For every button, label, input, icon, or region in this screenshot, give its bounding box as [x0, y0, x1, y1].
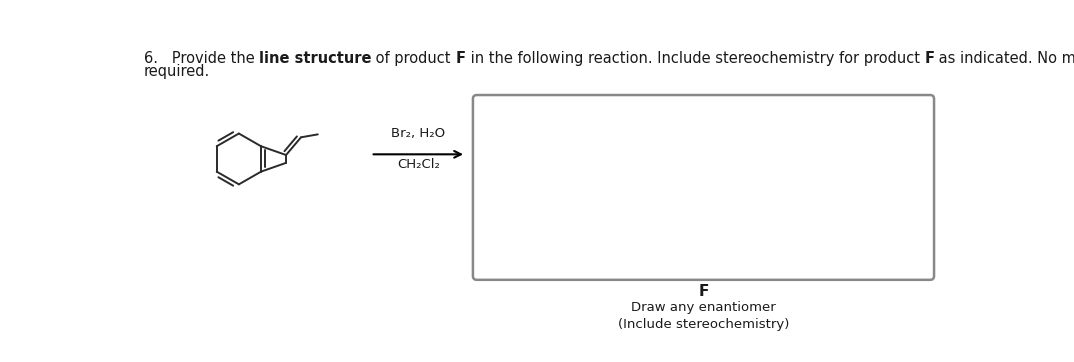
Text: Br₂, H₂O: Br₂, H₂O	[391, 127, 446, 140]
Text: Draw any enantiomer: Draw any enantiomer	[632, 300, 775, 313]
Text: CH₂Cl₂: CH₂Cl₂	[397, 158, 439, 171]
Text: required.: required.	[144, 64, 209, 79]
Text: of product: of product	[372, 51, 455, 66]
Text: 6.   Provide the: 6. Provide the	[144, 51, 259, 66]
Text: F: F	[924, 51, 934, 66]
FancyBboxPatch shape	[473, 95, 934, 280]
Text: F: F	[455, 51, 465, 66]
Text: line structure: line structure	[259, 51, 372, 66]
Text: in the following reaction. Include stereochemistry for product: in the following reaction. Include stere…	[465, 51, 924, 66]
Text: as indicated. No mechanism is: as indicated. No mechanism is	[934, 51, 1074, 66]
Text: F: F	[698, 284, 709, 299]
Text: (Include stereochemistry): (Include stereochemistry)	[618, 317, 789, 331]
